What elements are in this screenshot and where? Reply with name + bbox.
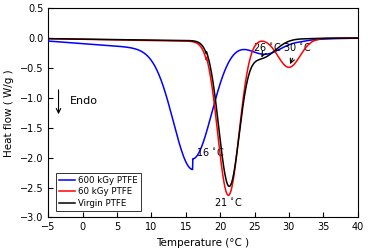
- Text: 16 $^{\circ}$C: 16 $^{\circ}$C: [196, 146, 224, 158]
- Text: 26 $^{\circ}$C: 26 $^{\circ}$C: [253, 41, 282, 56]
- Legend: 600 kGy PTFE, 60 kGy PTFE, Virgin PTFE: 600 kGy PTFE, 60 kGy PTFE, Virgin PTFE: [56, 173, 141, 211]
- Text: 21 $^{\circ}$C: 21 $^{\circ}$C: [214, 197, 243, 208]
- Text: 30 $^{\circ}$C: 30 $^{\circ}$C: [283, 41, 312, 63]
- Y-axis label: Heat flow ( W/g ): Heat flow ( W/g ): [4, 69, 14, 156]
- Text: Endo: Endo: [70, 96, 98, 106]
- X-axis label: Temperature (°C ): Temperature (°C ): [156, 238, 250, 248]
